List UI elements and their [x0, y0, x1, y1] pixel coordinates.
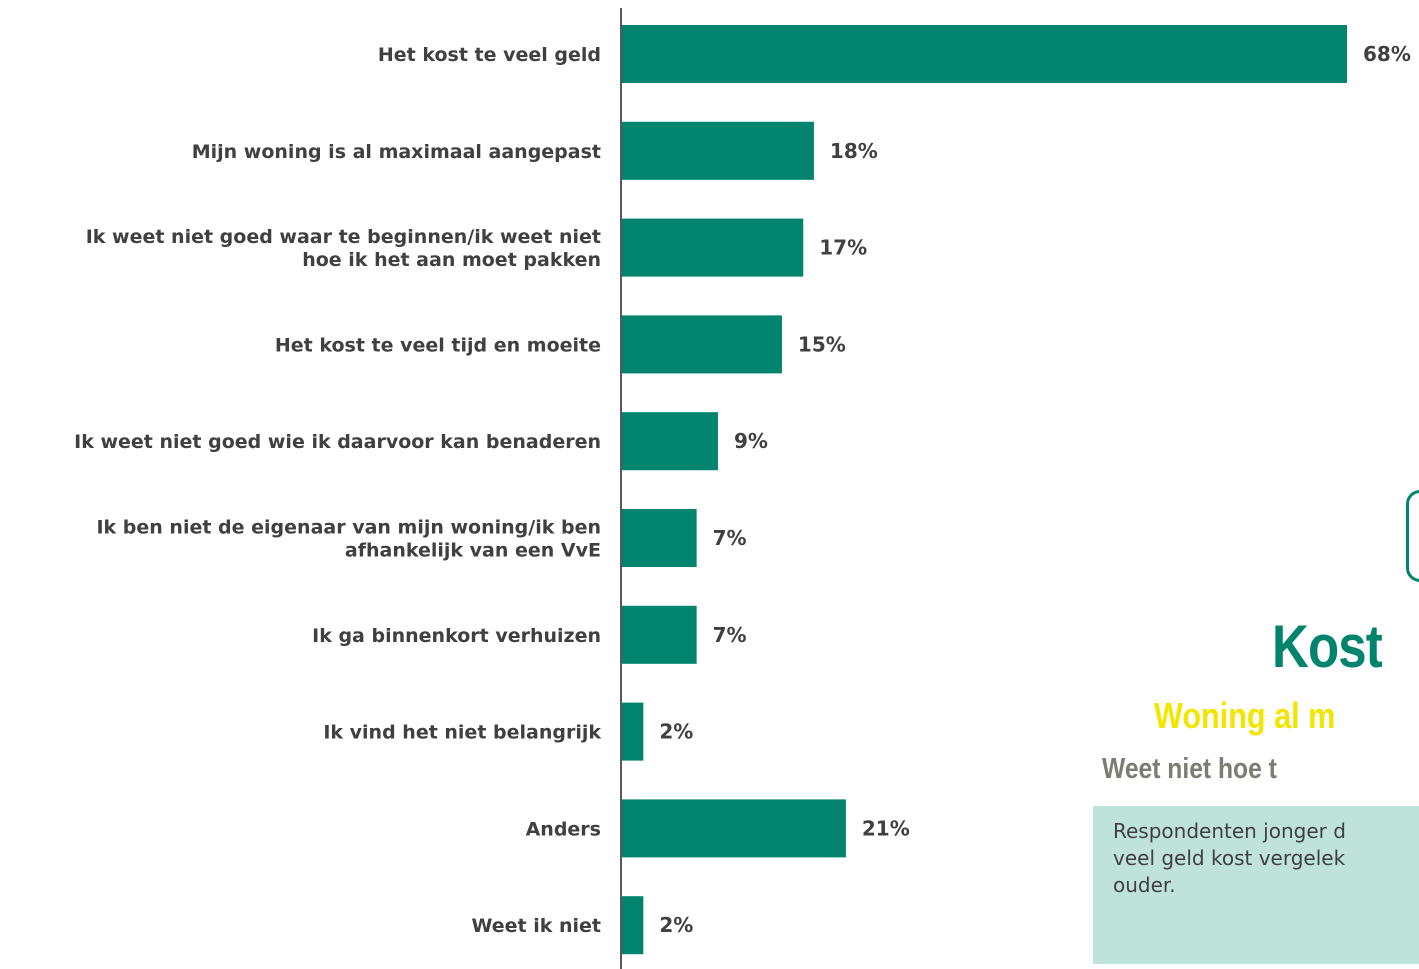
bar-0 — [622, 25, 1347, 83]
bar-7 — [622, 702, 644, 761]
value-label-2: 17% — [819, 236, 867, 260]
category-label-7: Ik vind het niet belangrijk — [323, 722, 601, 744]
value-label-1: 18% — [830, 139, 878, 163]
category-label-2: Ik weet niet goed waar te beginnen/ik we… — [86, 226, 601, 271]
category-label-3: Het kost te veel tijd en moeite — [275, 334, 601, 356]
category-label-line: hoe ik het aan moet pakken — [302, 249, 601, 271]
value-label-8: 21% — [862, 816, 910, 840]
bar-2 — [622, 218, 804, 277]
value-label-0: 68% — [1363, 42, 1411, 66]
category-label-line: Het kost te veel geld — [378, 44, 601, 66]
category-label-6: Ik ga binnenkort verhuizen — [312, 625, 601, 647]
bar-3 — [622, 315, 782, 374]
bar-5 — [622, 509, 697, 567]
category-label-line: Mijn woning is al maximaal aangepast — [192, 141, 601, 163]
bar-1 — [622, 121, 814, 180]
category-label-5: Ik ben niet de eigenaar van mijn woning/… — [96, 517, 601, 562]
category-label-9: Weet ik niet — [471, 915, 601, 937]
category-label-line: afhankelijk van een VvE — [345, 540, 601, 562]
category-label-line: Ik ga binnenkort verhuizen — [312, 625, 601, 647]
category-label-line: Ik ben niet de eigenaar van mijn woning/… — [96, 517, 601, 539]
callout-note-text: Respondenten jonger d veel geld kost ver… — [1113, 819, 1346, 897]
value-label-5: 7% — [713, 526, 747, 550]
category-label-1: Mijn woning is al maximaal aangepast — [192, 141, 601, 163]
value-label-4: 9% — [734, 429, 768, 453]
category-label-line: Ik weet niet goed waar te beginnen/ik we… — [86, 226, 601, 248]
category-label-4: Ik weet niet goed wie ik daarvoor kan be… — [74, 431, 601, 453]
category-label-line: Ik weet niet goed wie ik daarvoor kan be… — [74, 431, 601, 453]
callout-note: Respondenten jonger d veel geld kost ver… — [1093, 806, 1419, 964]
value-label-7: 2% — [659, 720, 693, 744]
value-label-6: 7% — [713, 623, 747, 647]
value-label-3: 15% — [798, 332, 846, 356]
category-label-line: Weet ik niet — [471, 915, 601, 937]
bar-6 — [622, 605, 697, 664]
category-label-0: Het kost te veel geld — [378, 44, 601, 66]
bar-4 — [622, 412, 718, 471]
category-label-line: Het kost te veel tijd en moeite — [275, 334, 601, 356]
category-label-line: Anders — [526, 818, 601, 840]
value-label-9: 2% — [659, 913, 693, 937]
bar-8 — [622, 799, 846, 858]
bar-9 — [622, 896, 644, 955]
category-label-line: Ik vind het niet belangrijk — [323, 722, 601, 744]
category-label-8: Anders — [526, 818, 601, 840]
